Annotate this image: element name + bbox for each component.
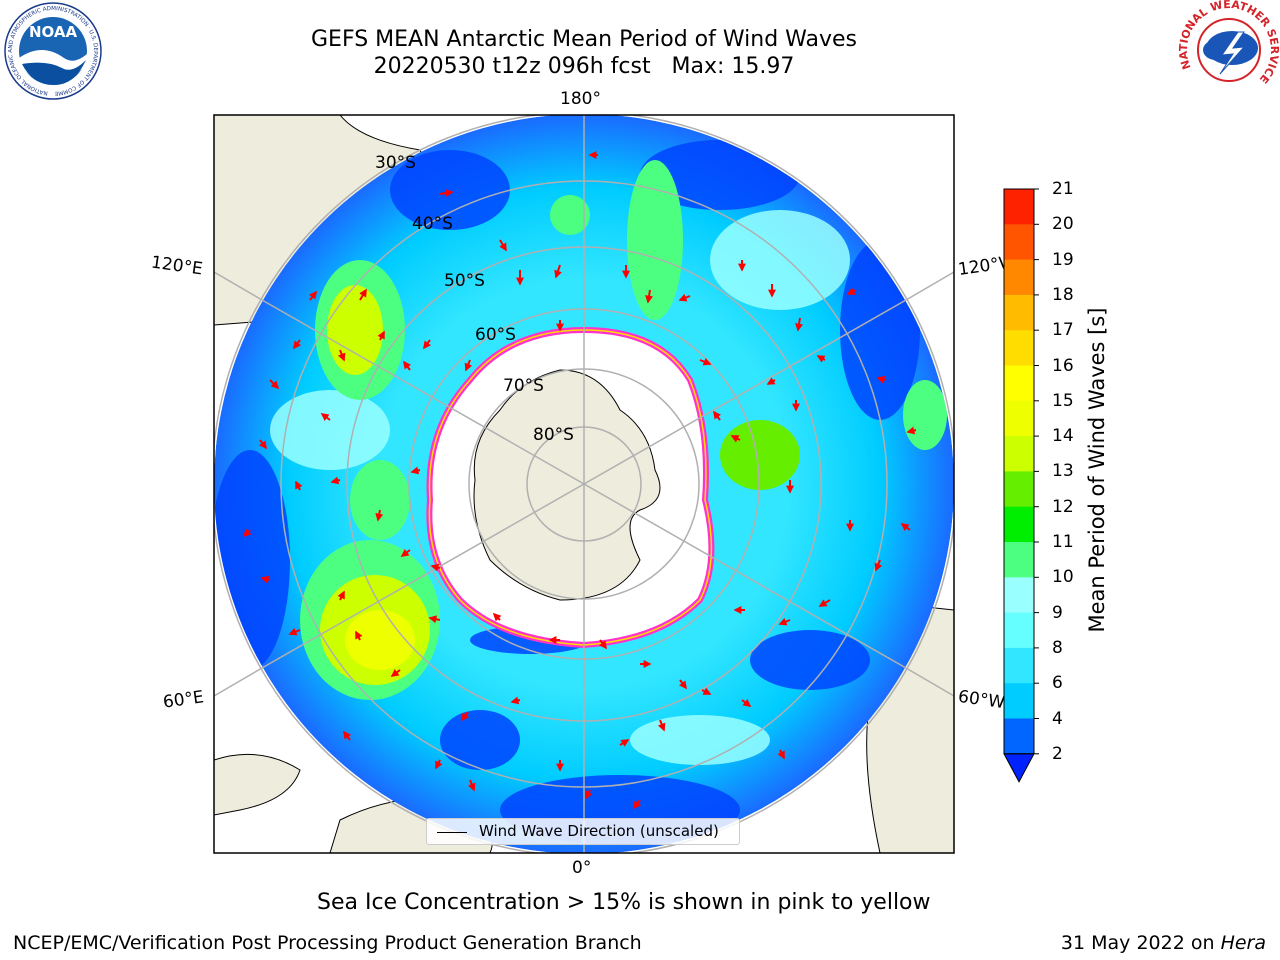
colorbar-segment <box>1004 436 1034 472</box>
legend-label: Wind Wave Direction (unscaled) <box>479 822 719 840</box>
colorbar-segment <box>1004 294 1034 331</box>
legend-line-swatch <box>437 832 467 833</box>
lat-label-50s: 50°S <box>444 271 485 291</box>
colorbar-tick-label: 6 <box>1052 673 1063 694</box>
colorbar-segment <box>1004 471 1034 508</box>
colorbar-tick-label: 12 <box>1052 496 1074 517</box>
graticule <box>214 115 954 853</box>
colorbar-segment <box>1004 330 1034 366</box>
lon-label-180: 180° <box>560 89 601 109</box>
colorbar-segment <box>1004 224 1034 261</box>
machine-name: Hera <box>1220 932 1266 954</box>
colorbar-tick-label: 17 <box>1052 320 1074 341</box>
colorbar-tick-label: 11 <box>1052 532 1074 552</box>
colorbar-tick-label: 14 <box>1052 426 1074 447</box>
colorbar-tick-label: 16 <box>1052 355 1074 376</box>
noaa-logo: NOAA NATIONAL OCEANIC AND ATMOSPHERIC AD… <box>2 2 102 100</box>
long-period-swells <box>300 160 947 700</box>
colorbar-tick-label: 9 <box>1052 602 1063 623</box>
colorbar-segment <box>1004 718 1034 755</box>
lat-label-70s: 70°S <box>503 376 544 396</box>
lat-label-30s: 30°S <box>375 153 416 173</box>
colorbar-tick-label: 2 <box>1052 743 1063 764</box>
mid-period-bands <box>270 210 850 765</box>
colorbar-segment <box>1004 506 1034 543</box>
colorbar-tick-label: 4 <box>1052 708 1063 729</box>
wave-direction-arrows <box>242 151 917 810</box>
run-date: 31 May 2022 on Hera <box>1061 932 1266 954</box>
colorbar-tick-label: 19 <box>1052 249 1074 270</box>
colorbar-segment <box>1004 400 1034 437</box>
colorbar-extend-arrow <box>1003 753 1035 783</box>
map-frame <box>213 114 955 854</box>
map-legend: Wind Wave Direction (unscaled) <box>426 818 740 845</box>
nws-logo: NATIONAL WEATHER SERVICE <box>1178 0 1280 98</box>
colorbar-tick-label: 10 <box>1052 567 1074 588</box>
colorbar-tick-label: 18 <box>1052 284 1074 305</box>
colorbar-segment <box>1004 542 1034 578</box>
colorbar-tick-label: 15 <box>1052 390 1074 411</box>
chart-subtitle: 20220530 t12z 096h fcst Max: 15.97 <box>373 54 795 79</box>
colorbar-segment <box>1004 365 1034 402</box>
lat-label-60s: 60°S <box>475 325 516 345</box>
colorbar-segment <box>1004 647 1034 684</box>
colorbar-segment <box>1004 612 1034 649</box>
colorbar <box>1003 188 1039 783</box>
colorbar-tick-label: 13 <box>1052 461 1074 482</box>
lon-label-0: 0° <box>572 858 592 878</box>
colorbar-label: Mean Period of Wind Waves [s] <box>1085 307 1109 633</box>
colorbar-tick-label: 20 <box>1052 214 1074 235</box>
colorbar-tick-label: 8 <box>1052 637 1063 658</box>
lat-label-80s: 80°S <box>533 425 574 445</box>
run-date-text: 31 May 2022 on <box>1060 932 1221 954</box>
colorbar-segment <box>1004 577 1034 614</box>
colorbar-segment <box>1004 259 1034 296</box>
colorbar-segment <box>1004 189 1034 225</box>
lat-label-40s: 40°S <box>412 214 453 234</box>
colorbar-segment <box>1004 683 1034 719</box>
producer-credit: NCEP/EMC/Verification Post Processing Pr… <box>13 932 642 954</box>
sea-ice-note: Sea Ice Concentration > 15% is shown in … <box>317 890 931 915</box>
noaa-logo-text: NOAA <box>29 23 78 41</box>
antarctica <box>473 369 661 601</box>
chart-title: GEFS MEAN Antarctic Mean Period of Wind … <box>311 27 857 52</box>
colorbar-tick-label: 21 <box>1052 179 1074 199</box>
